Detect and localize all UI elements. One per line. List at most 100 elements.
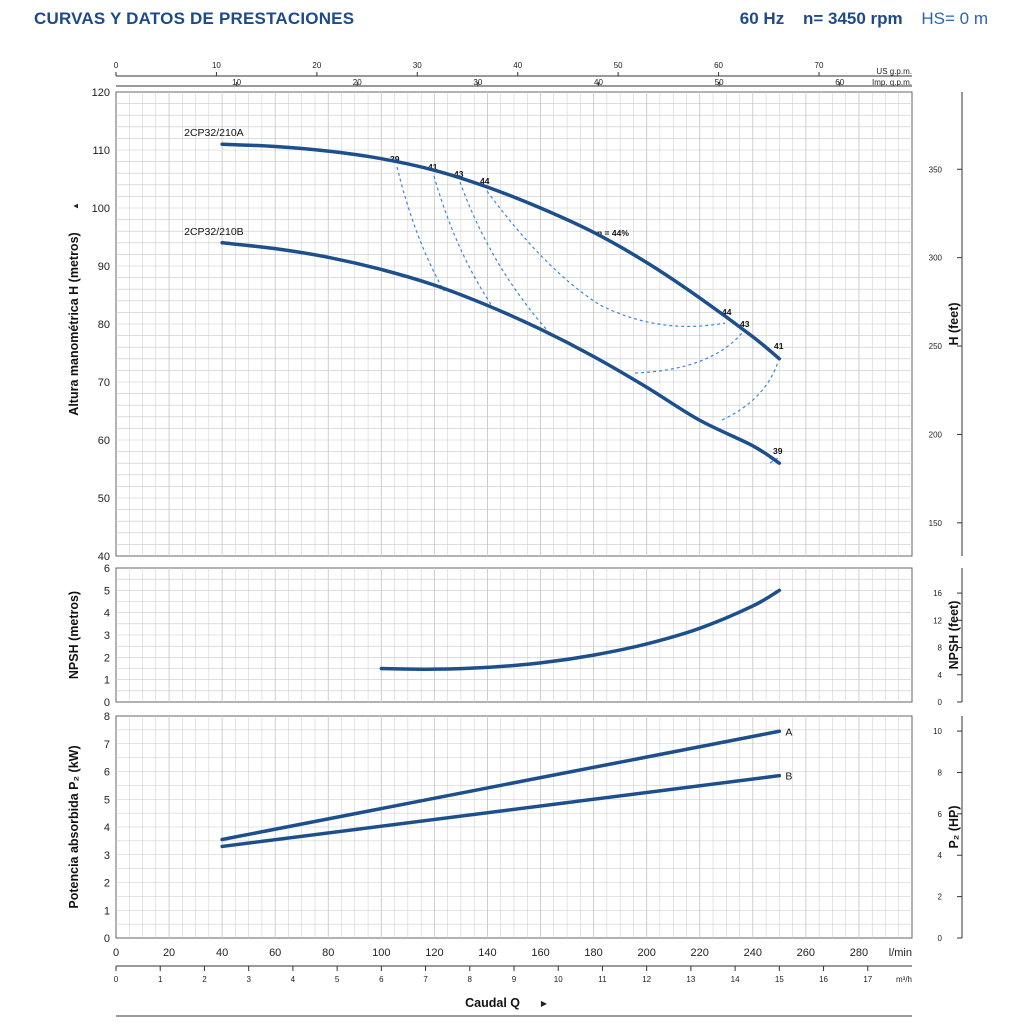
- top-axis-us-label: 70: [815, 61, 824, 70]
- xtick-lmin-label: 120: [425, 947, 443, 959]
- xlabel-arrow: ▶: [541, 999, 548, 1008]
- x-unit-m3h: m³/h: [896, 975, 912, 984]
- power-ytick-label: 8: [104, 711, 110, 723]
- head-ytick-right-label: 200: [929, 430, 943, 439]
- top-axis-imp-label: 50: [715, 78, 724, 87]
- eff-label-41: 41: [428, 162, 438, 172]
- eff-label-43: 43: [454, 169, 464, 179]
- eff-label-44-right: 44: [722, 307, 732, 317]
- xtick-m3h-label: 10: [554, 975, 563, 984]
- x-unit-lmin: l/min: [889, 947, 912, 959]
- xtick-lmin-label: 60: [269, 947, 281, 959]
- xtick-m3h-label: 15: [775, 975, 784, 984]
- xtick-lmin-label: 260: [797, 947, 815, 959]
- npsh-ytick-label: 2: [104, 652, 110, 664]
- power-ytick-right-label: 8: [938, 768, 943, 777]
- eff-label-39-right: 39: [773, 446, 783, 456]
- head-ytick-label: 80: [98, 319, 110, 331]
- head-ytick-right-label: 300: [929, 254, 943, 263]
- npsh-ytick-label: 5: [104, 585, 110, 597]
- head-series-0-line: [220, 142, 782, 361]
- top-axis-us-label: 30: [413, 61, 422, 70]
- head-ytick-right-label: 250: [929, 342, 943, 351]
- power-series-0-line: [220, 729, 782, 842]
- power-ytick-label: 0: [104, 933, 110, 945]
- head-ytick-label: 120: [92, 87, 110, 99]
- head-ytick-label: 50: [98, 493, 110, 505]
- top-axis-us-label: 40: [513, 61, 522, 70]
- power-series-label-0: A: [785, 726, 792, 738]
- xtick-lmin-label: 140: [478, 947, 496, 959]
- speed-label: n= 3450 rpm: [802, 9, 903, 28]
- xtick-m3h-label: 0: [114, 975, 119, 984]
- xtick-m3h-label: 8: [468, 975, 473, 984]
- eff-label-41-right: 41: [774, 341, 784, 351]
- xtick-m3h-label: 11: [598, 975, 607, 984]
- efficiency-curve-43-left: [459, 181, 548, 331]
- npsh-ytick-right-label: 0: [938, 698, 943, 707]
- top-axis-us-label: 60: [714, 61, 723, 70]
- npsh-ytick-right-label: 4: [938, 671, 943, 680]
- efficiency-curve-39-right: [769, 457, 779, 464]
- power-ytick-right-label: 4: [938, 851, 943, 860]
- power-ytick-label: 5: [104, 794, 110, 806]
- head-ytick-label: 110: [92, 145, 110, 157]
- top-axis-imp-label: 40: [594, 78, 603, 87]
- head-ylabel: Altura manométrica H (metros): [67, 232, 81, 415]
- npsh-series-0-line: [379, 588, 782, 671]
- xtick-lmin-label: 240: [744, 947, 762, 959]
- npsh-ytick-right-label: 12: [933, 616, 942, 625]
- npsh-ylabel-right: NPSH (feet): [947, 601, 961, 670]
- power-ylabel-right: P₂ (HP): [947, 805, 961, 848]
- xtick-m3h-label: 1: [158, 975, 163, 984]
- top-axis-imp-label: 60: [835, 78, 844, 87]
- xtick-m3h-label: 12: [642, 975, 651, 984]
- top-axis-imp-unit: Imp. g.p.m.: [872, 78, 912, 87]
- npsh-ytick-label: 3: [104, 630, 110, 642]
- frequency-label: 60 Hz: [739, 9, 785, 28]
- head-ylabel-arrow: ▲: [71, 202, 80, 210]
- grid-layer: [115, 91, 913, 939]
- eff-label-44: 44: [480, 176, 490, 186]
- xtick-m3h-label: 17: [863, 975, 872, 984]
- xtick-m3h-label: 3: [246, 975, 251, 984]
- power-ytick-label: 3: [104, 850, 110, 862]
- xtick-m3h-label: 5: [335, 975, 340, 984]
- xtick-lmin-label: 220: [691, 947, 709, 959]
- top-axis-us-label: 50: [614, 61, 623, 70]
- xtick-m3h-label: 4: [291, 975, 296, 984]
- efficiency-curve-41-left: [433, 175, 493, 307]
- xtick-m3h-label: 14: [731, 975, 740, 984]
- xtick-lmin-label: 200: [637, 947, 655, 959]
- xtick-lmin-label: 0: [113, 947, 119, 959]
- eff-label-43-right: 43: [740, 319, 750, 329]
- curve-layer: 2CP32/210A 2CP32/210B A B: [184, 127, 792, 849]
- eff-label-39: 39: [390, 154, 400, 164]
- series-label-1: 2CP32/210B: [184, 226, 244, 238]
- efficiency-curves: 39 41 43 44 η = 44% 44 43 41 39: [390, 154, 784, 464]
- npsh-ytick-label: 6: [104, 563, 110, 575]
- xtick-lmin-label: 20: [163, 947, 175, 959]
- power-ytick-right-label: 10: [933, 727, 942, 736]
- power-series-1-line: [220, 773, 782, 849]
- eff-label-peak: η = 44%: [597, 228, 629, 238]
- top-axis-us-label: 20: [312, 61, 321, 70]
- xtick-lmin-label: 160: [531, 947, 549, 959]
- xtick-m3h-label: 13: [686, 975, 695, 984]
- chart-page-title: CURVAS Y DATOS DE PRESTACIONES: [34, 9, 355, 28]
- npsh-ytick-label: 1: [104, 675, 110, 687]
- top-axis-us-label: 0: [114, 61, 119, 70]
- top-axis-us-label: 10: [212, 61, 221, 70]
- power-ylabel: Potencia absorbida P₂ (kW): [67, 745, 81, 908]
- top-axis-imp-label: 10: [232, 78, 241, 87]
- top-axis-imp-label: 30: [473, 78, 482, 87]
- xtick-m3h-label: 16: [819, 975, 828, 984]
- power-ytick-right-label: 6: [938, 810, 943, 819]
- head-ylabel-right: H (feet): [947, 302, 961, 345]
- efficiency-curve-44-loop: [486, 190, 726, 327]
- axis-layer: 405060708090100110120150200250300350Altu…: [67, 61, 963, 1017]
- npsh-ytick-right-label: 16: [933, 589, 942, 598]
- head-ytick-label: 60: [98, 435, 110, 447]
- suction-height-label: HS= 0 m: [921, 9, 988, 28]
